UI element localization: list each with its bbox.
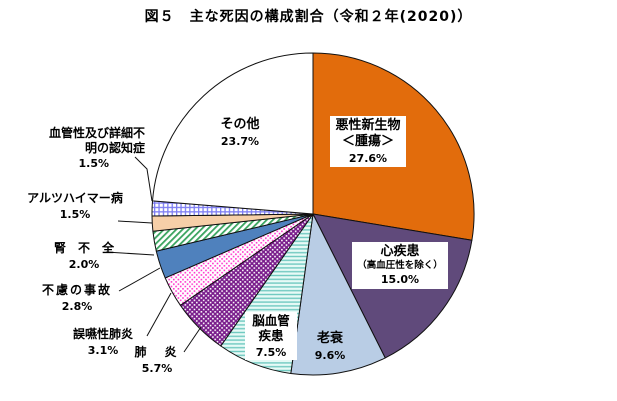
label-alzheimers-text: アルツハイマー病 xyxy=(27,191,123,205)
label-aspiration-pneumonia-pct: 3.1% xyxy=(87,343,119,357)
pie-slice-2 xyxy=(290,213,386,376)
label-heart-disease: 心疾患 （高血圧性を除く） 15.0% xyxy=(352,242,448,289)
leader-line-3 xyxy=(118,267,161,292)
label-renal-failure-pct: 2.0% xyxy=(68,257,100,271)
label-alzheimers-pct: 1.5% xyxy=(59,207,91,221)
chart-title: 図５ 主な死因の構成割合（令和２年(2020)） xyxy=(144,9,473,25)
label-cerebrovascular-text-2: 疾患 xyxy=(258,328,284,344)
leader-line-1 xyxy=(117,220,153,224)
label-vascular-dementia-text-2: 明の認知症 xyxy=(84,140,145,155)
label-senility-pct: 9.6% xyxy=(314,348,346,362)
label-accidents-text: 不慮の事故 xyxy=(41,283,112,297)
label-others-pct: 23.7% xyxy=(220,134,260,148)
label-heart-text-2: （高血圧性を除く） xyxy=(357,259,443,271)
label-renal-failure: 腎 不 全 2.0% xyxy=(44,241,124,271)
label-malignant-neoplasm: 悪性新生物 ＜腫瘍＞ 27.6% xyxy=(330,116,406,168)
label-cerebrovascular: 脳血管 疾患 7.5% xyxy=(245,312,297,360)
label-pneumonia-pct: 5.7% xyxy=(141,361,173,375)
label-vascular-dementia-pct: 1.5% xyxy=(78,157,109,171)
leader-line-2 xyxy=(105,251,155,256)
label-heart-text-1: 心疾患 xyxy=(380,244,420,259)
label-renal-failure-text: 腎 不 全 xyxy=(53,241,114,255)
label-cerebrovascular-pct: 7.5% xyxy=(255,345,287,359)
label-malignant-text-1: 悪性新生物 xyxy=(335,118,401,133)
label-pneumonia: 肺 炎 5.7% xyxy=(128,345,186,375)
label-senility: 老衰 9.6% xyxy=(302,331,358,362)
label-accidents: 不慮の事故 2.8% xyxy=(33,283,121,313)
label-vascular-dementia: 血管性及び詳細不 明の認知症 1.5% xyxy=(33,126,145,171)
leader-line-4 xyxy=(146,292,172,337)
label-cerebrovascular-text-1: 脳血管 xyxy=(252,313,290,328)
label-senility-text: 老衰 xyxy=(316,331,343,346)
label-pneumonia-text: 肺 炎 xyxy=(134,345,180,359)
label-accidents-pct: 2.8% xyxy=(61,299,93,313)
label-aspiration-pneumonia: 誤嚥性肺炎 3.1% xyxy=(58,327,148,357)
leader-line-0 xyxy=(134,156,153,202)
label-malignant-pct: 27.6% xyxy=(348,151,388,165)
leader-line-5 xyxy=(183,326,202,353)
label-alzheimers: アルツハイマー病 1.5% xyxy=(26,191,124,221)
label-vascular-dementia-text-1: 血管性及び詳細不 xyxy=(48,126,145,140)
label-heart-pct: 15.0% xyxy=(380,273,420,287)
label-malignant-text-2: ＜腫瘍＞ xyxy=(341,133,394,149)
label-others-text: その他 xyxy=(220,117,260,132)
label-others: その他 23.7% xyxy=(203,117,277,148)
pie-slice-10 xyxy=(152,52,314,215)
label-aspiration-pneumonia-text: 誤嚥性肺炎 xyxy=(72,327,133,341)
